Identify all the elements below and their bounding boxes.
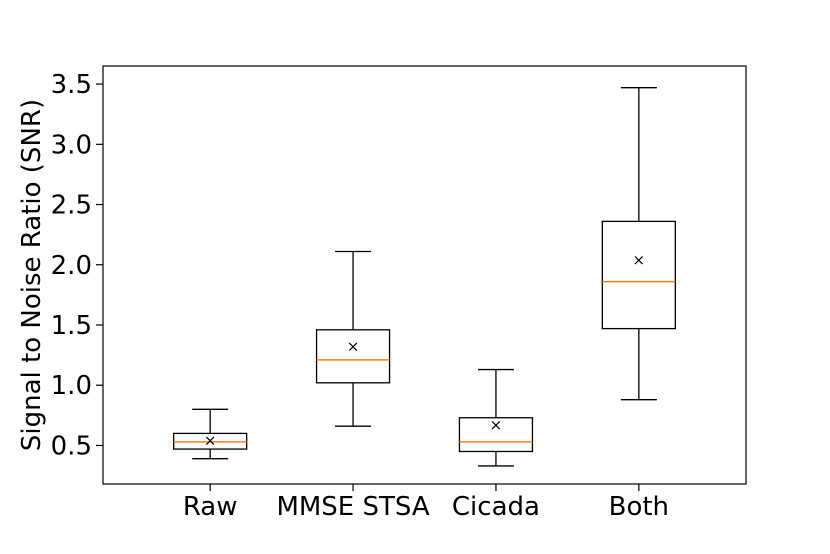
x-axis-ticks: Raw MMSE STSA Cicada Both [183,484,669,522]
y-tick-label: 2.0 [51,251,92,281]
mean-marker: × [490,416,503,434]
x-tick-label: Both [609,492,669,522]
mean-marker: × [204,432,217,450]
y-tick-label: 0.5 [51,431,92,461]
box-both: × [601,87,676,401]
y-axis-ticks: 0.5 1.0 1.5 2.0 2.5 3.0 3.5 [51,70,103,461]
box-cicada: × [458,368,534,467]
plot-layer: × × × × [173,87,676,467]
y-tick-label: 1.5 [51,311,92,341]
y-tick-label: 1.0 [51,371,92,401]
x-tick-label: MMSE STSA [276,492,429,522]
plot-area-frame [102,65,747,485]
iqr-box [601,220,676,330]
x-tick-label: Cicada [452,492,540,522]
mean-marker: × [633,251,646,269]
y-tick-label: 3.5 [51,70,92,100]
x-tick-label: Raw [183,492,238,522]
box-mmse-stsa: × [315,250,391,427]
box-raw: × [173,408,248,460]
iqr-box [315,329,391,384]
iqr-box [458,417,534,453]
y-axis-label: Signal to Noise Ratio (SNR) [17,99,47,451]
mean-marker: × [347,338,360,356]
y-tick-label: 3.0 [51,130,92,160]
y-tick-label: 2.5 [51,191,92,221]
